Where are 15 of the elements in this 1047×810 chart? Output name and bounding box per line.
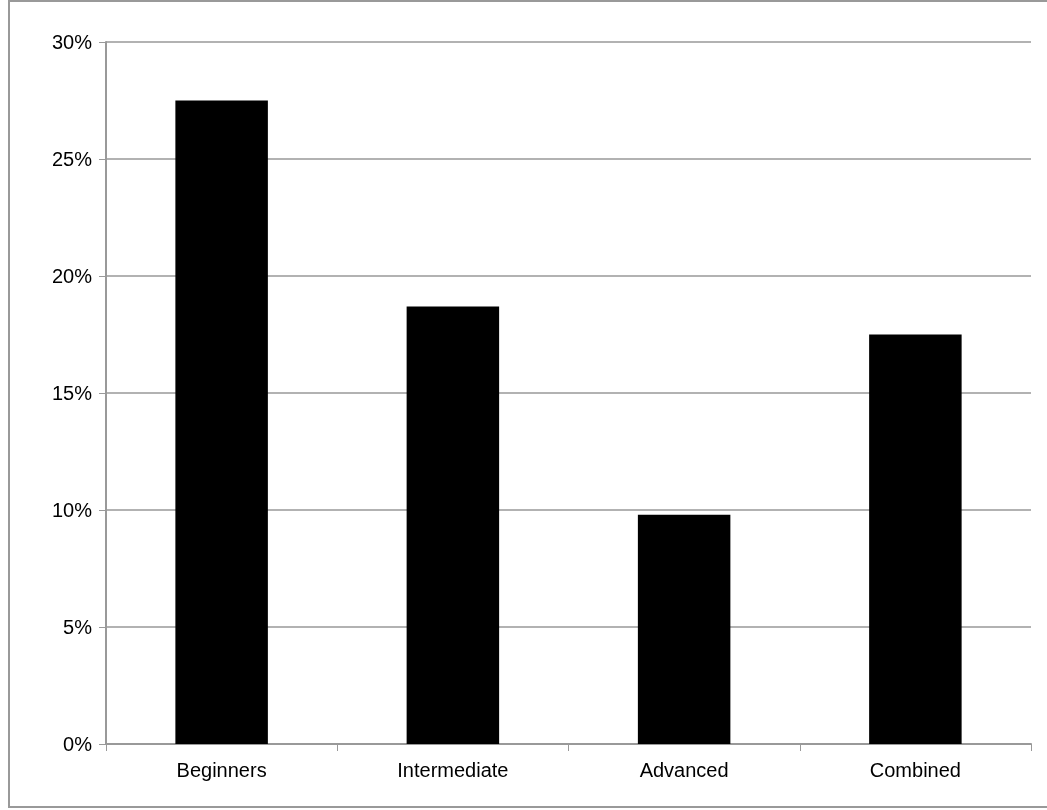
x-tick-label: Beginners bbox=[176, 759, 267, 781]
bar bbox=[869, 334, 962, 744]
y-tick-label: 5% bbox=[63, 616, 93, 638]
x-tick-label: Advanced bbox=[639, 759, 729, 781]
y-tick-label: 10% bbox=[51, 499, 93, 521]
y-tick-label: 25% bbox=[51, 148, 93, 170]
y-tick-label: 15% bbox=[51, 382, 93, 404]
y-tick-label: 20% bbox=[51, 265, 93, 287]
x-tick-label: Intermediate bbox=[397, 759, 509, 781]
bar bbox=[175, 100, 268, 744]
x-tick-label: Combined bbox=[869, 759, 961, 781]
bar bbox=[406, 306, 500, 744]
bar bbox=[637, 514, 731, 744]
y-tick-label: 30% bbox=[51, 31, 93, 53]
y-tick-label: 0% bbox=[63, 733, 93, 755]
